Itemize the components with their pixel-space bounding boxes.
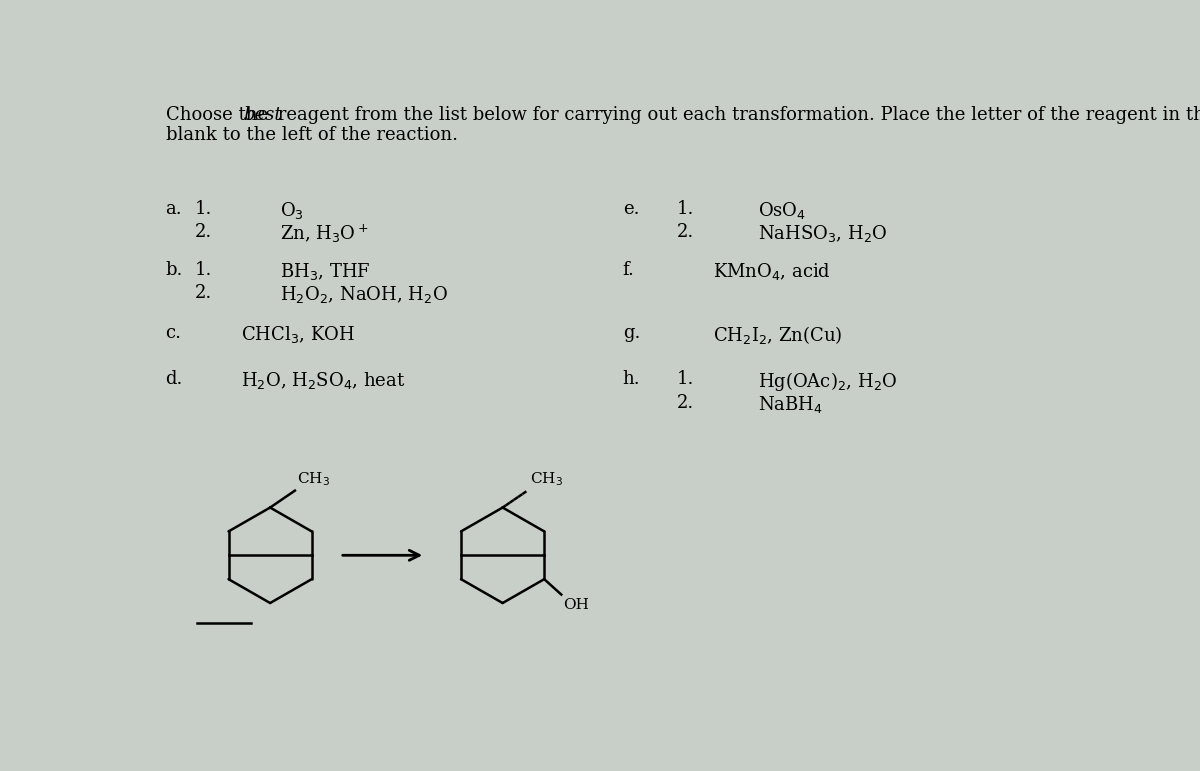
Text: reagent from the list below for carrying out each transformation. Place the lett: reagent from the list below for carrying… xyxy=(272,106,1200,123)
Text: BH$_3$, THF: BH$_3$, THF xyxy=(281,261,371,282)
Text: h.: h. xyxy=(623,371,641,389)
Text: 2.: 2. xyxy=(677,223,695,241)
Text: 2.: 2. xyxy=(194,223,212,241)
Text: 1.: 1. xyxy=(677,200,695,217)
Text: Hg(OAc)$_2$, H$_2$O: Hg(OAc)$_2$, H$_2$O xyxy=(758,371,898,393)
Text: Choose the: Choose the xyxy=(166,106,274,123)
Text: Zn, H$_3$O$^+$: Zn, H$_3$O$^+$ xyxy=(281,223,368,245)
Text: a.: a. xyxy=(166,200,182,217)
Text: blank to the left of the reaction.: blank to the left of the reaction. xyxy=(166,126,457,144)
Text: KMnO$_4$, acid: KMnO$_4$, acid xyxy=(714,261,832,282)
Text: e.: e. xyxy=(623,200,640,217)
Text: g.: g. xyxy=(623,325,640,342)
Text: CH$_3$: CH$_3$ xyxy=(529,470,563,488)
Text: best: best xyxy=(242,106,282,123)
Text: O$_3$: O$_3$ xyxy=(281,200,304,221)
Text: H$_2$O, H$_2$SO$_4$, heat: H$_2$O, H$_2$SO$_4$, heat xyxy=(241,371,406,392)
Text: CH$_3$: CH$_3$ xyxy=(298,470,330,488)
Text: 2.: 2. xyxy=(194,284,212,302)
Text: 1.: 1. xyxy=(194,261,212,279)
Text: NaBH$_4$: NaBH$_4$ xyxy=(758,393,823,415)
Text: f.: f. xyxy=(623,261,635,279)
Text: CHCl$_3$, KOH: CHCl$_3$, KOH xyxy=(241,325,355,345)
Text: c.: c. xyxy=(166,325,181,342)
Text: OsO$_4$: OsO$_4$ xyxy=(758,200,806,221)
Text: NaHSO$_3$, H$_2$O: NaHSO$_3$, H$_2$O xyxy=(758,223,888,244)
Text: H$_2$O$_2$, NaOH, H$_2$O: H$_2$O$_2$, NaOH, H$_2$O xyxy=(281,284,448,305)
Text: 1.: 1. xyxy=(194,200,212,217)
Text: CH$_2$I$_2$, Zn(Cu): CH$_2$I$_2$, Zn(Cu) xyxy=(714,325,842,346)
Text: 2.: 2. xyxy=(677,393,695,412)
Text: OH: OH xyxy=(563,598,589,611)
Text: b.: b. xyxy=(166,261,182,279)
Text: d.: d. xyxy=(166,371,182,389)
Text: 1.: 1. xyxy=(677,371,695,389)
